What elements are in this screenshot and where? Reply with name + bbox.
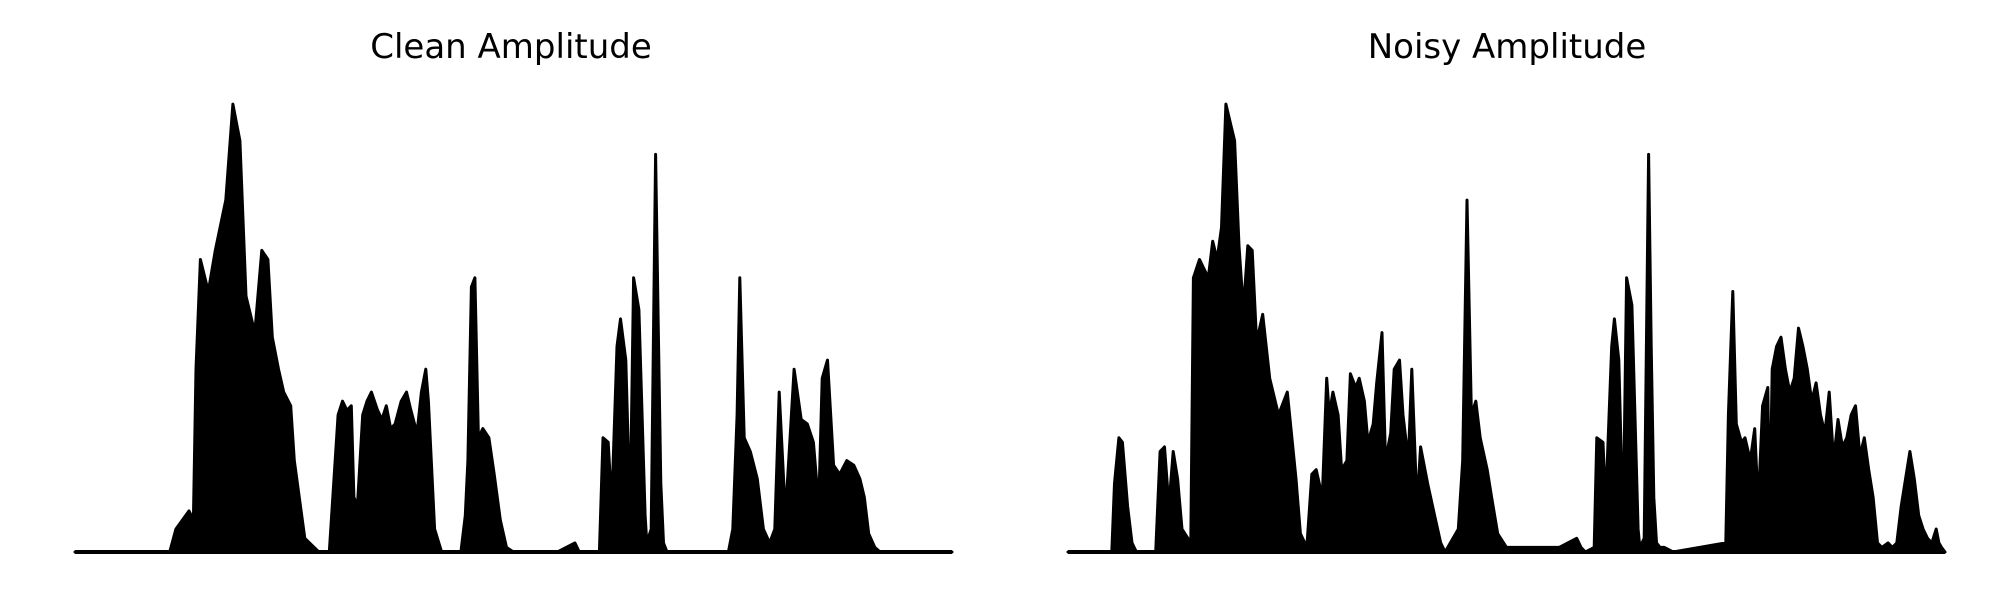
noisy-amplitude-plot xyxy=(1068,104,1945,552)
clean-amplitude-plot xyxy=(75,104,952,552)
noisy-amplitude-panel: Noisy Amplitude xyxy=(1068,27,1945,552)
clean-amplitude-segment-1 xyxy=(75,104,325,552)
noisy-amplitude-segment-4 xyxy=(1585,154,1673,552)
noisy-amplitude-segment-2 xyxy=(1307,333,1446,552)
clean-amplitude-panel: Clean Amplitude xyxy=(75,27,952,552)
clean-amplitude-segment-5 xyxy=(677,278,952,552)
noisy-amplitude-segment-5 xyxy=(1673,292,1945,553)
noisy-amplitude-segment-1 xyxy=(1068,104,1307,552)
noisy-amplitude-title: Noisy Amplitude xyxy=(1368,27,1647,67)
clean-amplitude-segment-3 xyxy=(454,278,584,552)
clean-amplitude-segment-2 xyxy=(325,369,454,552)
clean-amplitude-segment-4 xyxy=(584,154,677,552)
noisy-amplitude-segment-3 xyxy=(1445,200,1585,552)
clean-amplitude-title: Clean Amplitude xyxy=(370,27,652,67)
